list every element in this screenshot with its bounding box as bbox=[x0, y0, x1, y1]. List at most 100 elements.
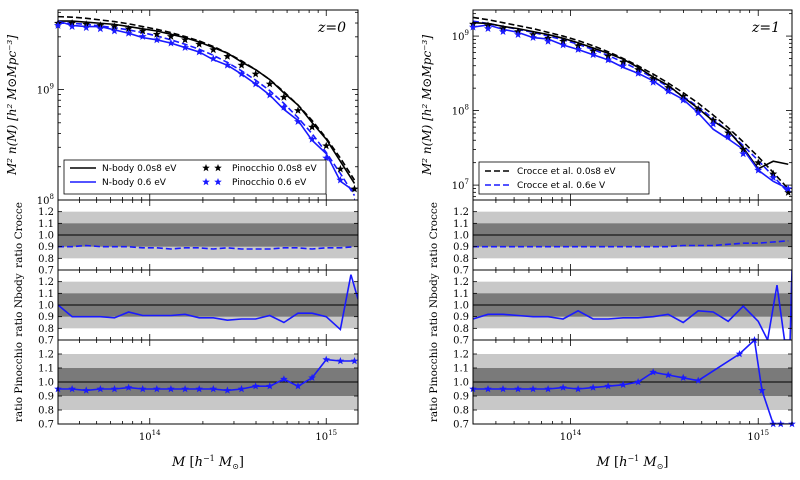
y-tick-label: 108 bbox=[452, 104, 469, 118]
data-point bbox=[514, 385, 522, 393]
y-tick-label: 1.0 bbox=[453, 301, 469, 312]
data-point bbox=[544, 37, 553, 45]
series-line bbox=[57, 20, 355, 192]
y-tick-label: 1.0 bbox=[453, 378, 469, 389]
legend: Crocce et al. 0.0s8 eV Crocce et al. 0.6e… bbox=[478, 161, 650, 195]
y-tick-label: 0.7 bbox=[453, 420, 469, 431]
ratio-line bbox=[58, 244, 355, 250]
data-point bbox=[484, 385, 492, 393]
data-point bbox=[499, 27, 507, 35]
data-point bbox=[784, 188, 793, 196]
data-point bbox=[223, 52, 232, 60]
data-point bbox=[336, 357, 345, 365]
data-point bbox=[265, 90, 274, 99]
data-point bbox=[68, 385, 76, 393]
ratio-line bbox=[473, 240, 789, 248]
data-point bbox=[96, 24, 105, 33]
data-point bbox=[574, 45, 583, 53]
y-tick-label: 1.1 bbox=[38, 289, 54, 300]
series-line bbox=[472, 24, 789, 190]
data-point bbox=[82, 23, 91, 32]
data-point bbox=[694, 108, 703, 117]
ratio-line bbox=[473, 270, 792, 340]
y-tick-label: 1.0 bbox=[38, 378, 54, 389]
ratio-panel: 0.70.80.91.01.11.2 ratio Crocce bbox=[428, 199, 793, 277]
data-point bbox=[124, 383, 133, 391]
data-point bbox=[679, 96, 688, 104]
data-point bbox=[279, 103, 288, 111]
legend-marker bbox=[202, 178, 210, 186]
y-axis-label: M² n(M) [h² M⊙Mpc⁻³] bbox=[420, 35, 434, 176]
data-point bbox=[195, 47, 204, 56]
data-point bbox=[237, 385, 246, 393]
data-point bbox=[709, 119, 718, 128]
ratio-line bbox=[473, 340, 792, 424]
ratio-panel: 0.70.80.91.01.11.2 ratio Crocce bbox=[13, 199, 359, 277]
y-tick-label: 0.9 bbox=[453, 312, 469, 323]
data-point bbox=[167, 385, 175, 393]
y-tick-label: 1.2 bbox=[453, 350, 469, 361]
redshift-label: z=0 bbox=[317, 20, 346, 36]
data-point bbox=[769, 173, 778, 181]
y-tick-label: 1.2 bbox=[38, 350, 54, 361]
data-point bbox=[294, 117, 302, 125]
data-point bbox=[529, 33, 537, 41]
y-tick-label: 0.8 bbox=[453, 406, 469, 417]
data-point bbox=[68, 22, 77, 30]
data-point bbox=[153, 385, 161, 393]
data-point bbox=[209, 385, 218, 393]
legend-label: Pinocchio 0.6 eV bbox=[232, 178, 307, 188]
data-point bbox=[251, 79, 260, 88]
y-tick-label: 0.8 bbox=[453, 324, 469, 335]
data-point bbox=[664, 371, 672, 379]
x-tick-label: 1015 bbox=[747, 429, 769, 443]
legend-label: Crocce et al. 0.6e V bbox=[517, 181, 606, 191]
data-point bbox=[251, 69, 260, 78]
data-point bbox=[322, 141, 331, 150]
ratio-ylabel: ratio Pinocchio bbox=[428, 342, 440, 422]
series-line bbox=[58, 20, 356, 184]
data-point bbox=[280, 375, 288, 383]
data-point bbox=[350, 184, 359, 193]
data-point bbox=[138, 385, 147, 393]
data-point bbox=[195, 385, 203, 393]
data-point bbox=[559, 383, 567, 391]
data-point bbox=[589, 383, 597, 391]
data-point bbox=[619, 380, 627, 388]
data-point bbox=[265, 79, 274, 88]
y-tick-label: 109 bbox=[452, 29, 469, 43]
data-point bbox=[223, 386, 232, 394]
data-point bbox=[82, 386, 90, 394]
data-point bbox=[336, 164, 345, 173]
data-point bbox=[484, 24, 492, 32]
data-point bbox=[634, 69, 643, 77]
x-tick-label: 1014 bbox=[139, 429, 161, 443]
y-tick-label: 0.7 bbox=[38, 266, 54, 277]
y-tick-label: 0.7 bbox=[453, 266, 469, 277]
y-tick-label: 0.8 bbox=[453, 254, 469, 265]
data-point bbox=[124, 24, 133, 33]
data-point bbox=[223, 61, 232, 69]
legend-label: Crocce et al. 0.0s8 eV bbox=[517, 167, 616, 177]
data-point bbox=[499, 385, 507, 393]
data-point bbox=[181, 385, 189, 393]
data-point bbox=[350, 357, 359, 365]
y-tick-label: 1.2 bbox=[453, 207, 469, 218]
data-point bbox=[251, 382, 260, 390]
data-point bbox=[110, 385, 119, 393]
x-axis-label: M [h−1 M⊙] bbox=[171, 454, 244, 471]
redshift-label: z=1 bbox=[751, 20, 780, 36]
y-tick-label: 107 bbox=[452, 178, 469, 192]
data-point bbox=[308, 135, 317, 143]
series-line bbox=[472, 21, 789, 170]
data-point bbox=[195, 40, 204, 48]
data-point bbox=[739, 145, 748, 153]
ratio-ylabel: ratio Pinocchio bbox=[13, 342, 25, 422]
legend-marker bbox=[214, 178, 222, 186]
data-point bbox=[679, 373, 687, 381]
data-point bbox=[604, 55, 613, 64]
